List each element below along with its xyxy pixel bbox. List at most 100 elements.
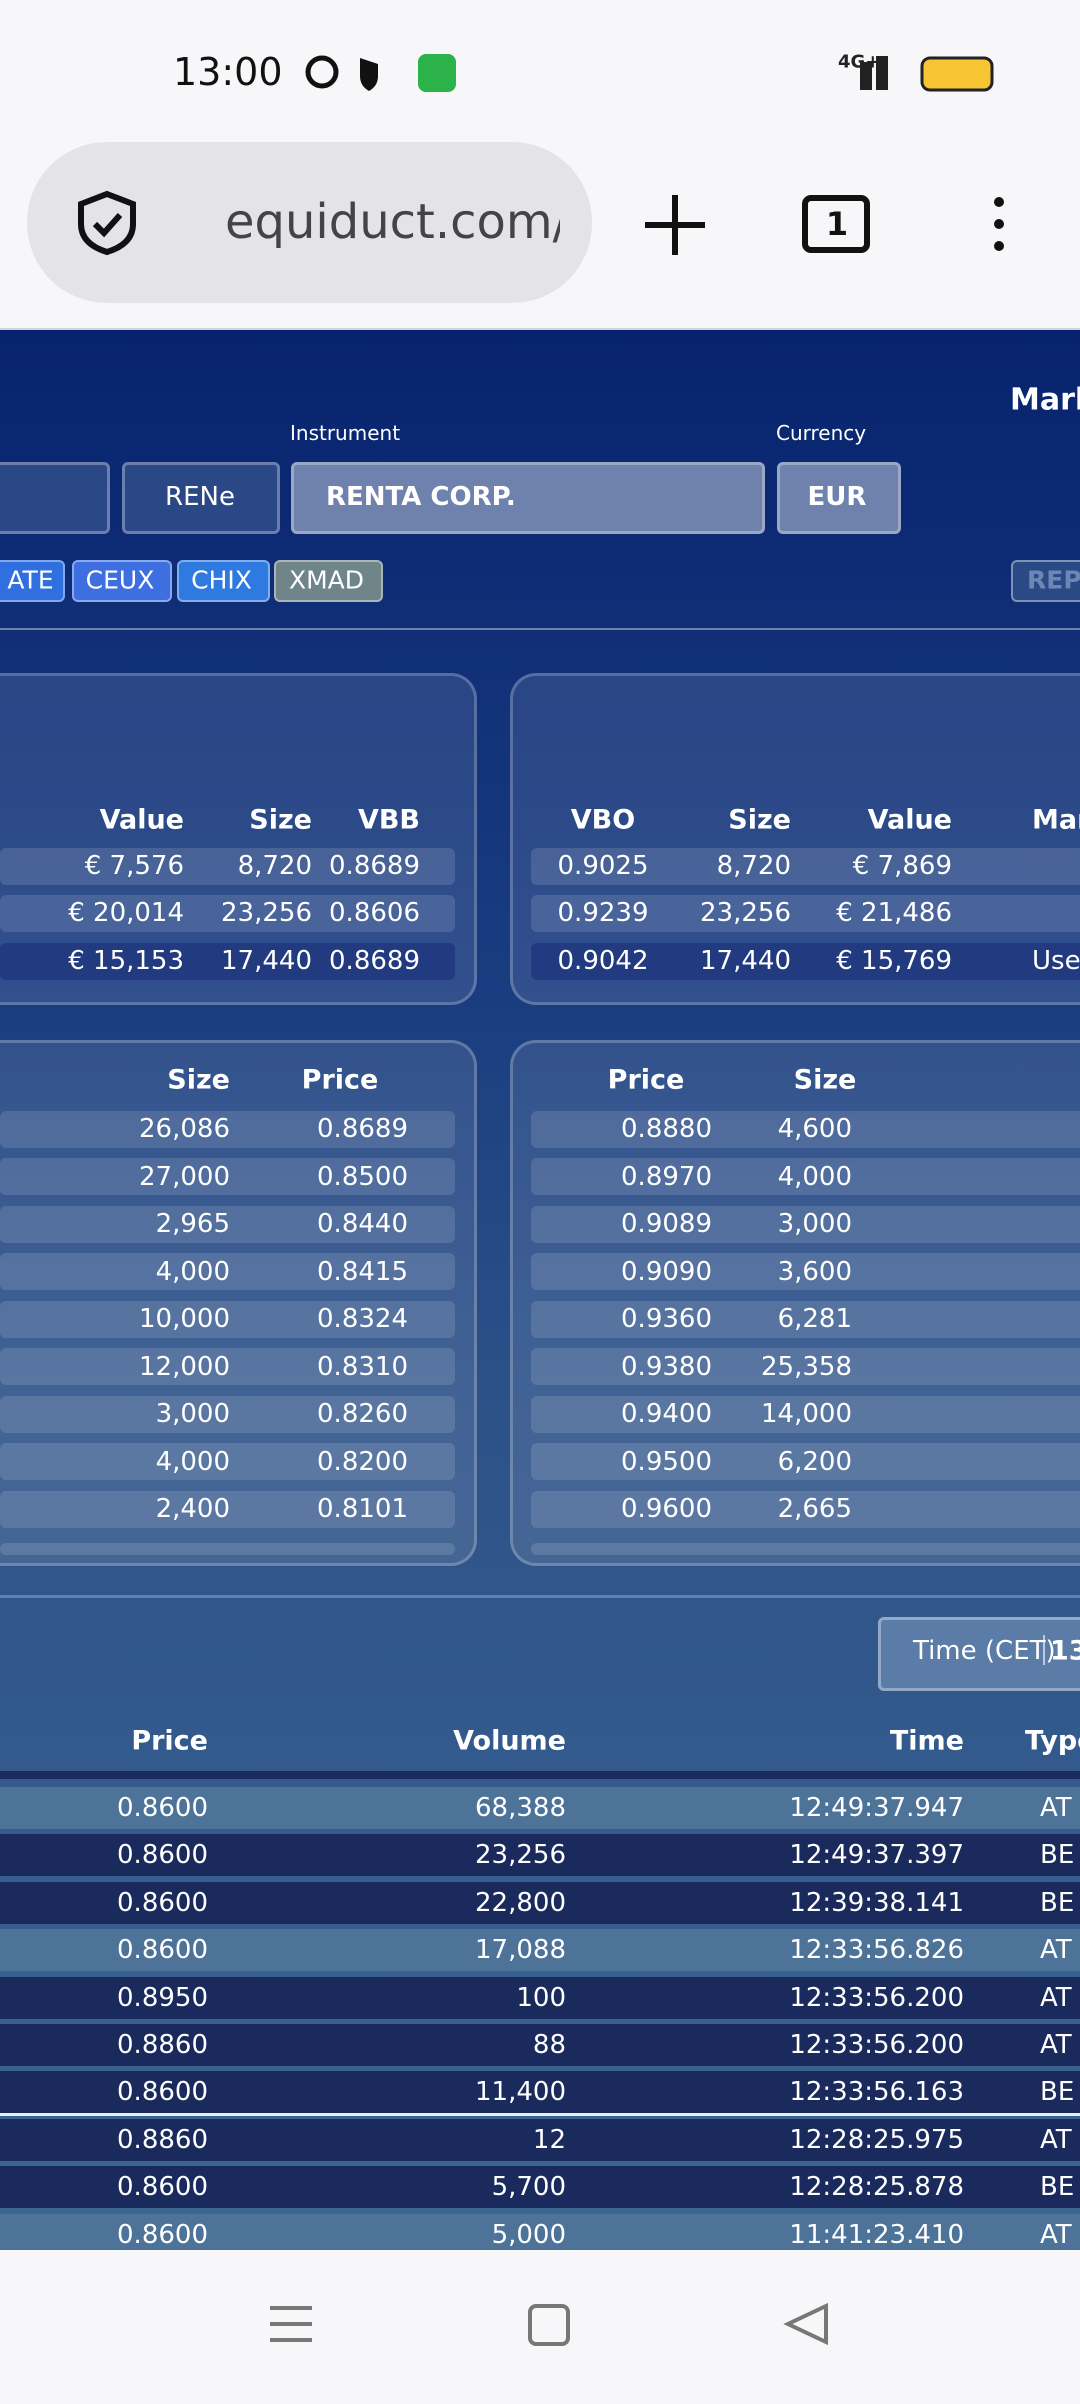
tag[interactable] bbox=[72, 560, 172, 602]
tag[interactable] bbox=[177, 560, 270, 602]
cell: 11:41:23.410 bbox=[789, 2219, 964, 2250]
cell: 12 bbox=[532, 2124, 566, 2155]
cell: 4,000 bbox=[777, 1161, 852, 1192]
cell: 0.8880 bbox=[621, 1114, 712, 1144]
tab-count: 1 bbox=[825, 205, 849, 243]
cell: 0.9089 bbox=[621, 1209, 712, 1239]
browser-icons bbox=[645, 195, 1004, 255]
row bbox=[531, 1205, 1080, 1243]
cell: 100 bbox=[516, 1982, 566, 2013]
cell: BE bbox=[1040, 2077, 1075, 2108]
field-value: RENTA CORP. bbox=[326, 482, 516, 512]
report-button[interactable] bbox=[1011, 560, 1080, 602]
cell: AT bbox=[1040, 2030, 1072, 2060]
row bbox=[0, 2118, 1080, 2161]
cell: 0.8606 bbox=[329, 898, 420, 928]
column-header: Mar bbox=[1032, 804, 1080, 836]
column-header: Time bbox=[889, 1725, 964, 1757]
row bbox=[0, 1348, 455, 1385]
tag[interactable] bbox=[274, 560, 383, 602]
url-bar[interactable] bbox=[27, 142, 592, 303]
shield-icon bbox=[78, 190, 136, 256]
cell: 10,000 bbox=[139, 1304, 230, 1334]
row bbox=[531, 847, 1080, 885]
input[interactable] bbox=[777, 462, 901, 534]
cell: 3,000 bbox=[777, 1209, 852, 1239]
row bbox=[0, 1929, 1080, 1972]
cell: 0.9239 bbox=[557, 898, 649, 928]
row bbox=[531, 1395, 1080, 1433]
cell: 0.8689 bbox=[329, 946, 420, 976]
cell: 0.9042 bbox=[557, 946, 649, 976]
cell: 12:49:37.397 bbox=[789, 1840, 964, 1871]
cell: BE bbox=[1040, 2172, 1075, 2203]
cell: 2,665 bbox=[777, 1494, 852, 1524]
cell: € 21,486 bbox=[836, 898, 952, 928]
cell: AT bbox=[1040, 1793, 1072, 1823]
row bbox=[0, 2166, 1080, 2209]
panel bbox=[0, 1040, 477, 1566]
column-header: Volume bbox=[453, 1725, 566, 1757]
divider bbox=[0, 628, 1080, 630]
column-header: VBB bbox=[357, 804, 420, 836]
row bbox=[531, 1300, 1080, 1338]
cell: AT bbox=[1040, 1935, 1072, 1966]
cell: 3,600 bbox=[777, 1256, 852, 1287]
cell: 12:49:37.947 bbox=[789, 1793, 964, 1823]
cell: 0.8860 bbox=[117, 2030, 208, 2060]
row bbox=[0, 1158, 455, 1195]
row bbox=[0, 1443, 455, 1480]
cell: 6,200 bbox=[777, 1446, 852, 1477]
cell: 0.9500 bbox=[621, 1446, 712, 1477]
cell: € 7,576 bbox=[84, 851, 184, 881]
label: Currency bbox=[776, 421, 867, 445]
cell: 4,600 bbox=[777, 1114, 852, 1144]
cell: 5,700 bbox=[491, 2172, 566, 2203]
input[interactable] bbox=[122, 462, 280, 534]
cell: 0.8689 bbox=[317, 1114, 408, 1144]
button-label: Time (CET) bbox=[913, 1636, 1056, 1666]
tag-label: XMAD bbox=[288, 565, 365, 595]
column-header: Size bbox=[728, 804, 791, 836]
button-value: 13 bbox=[1050, 1635, 1080, 1667]
cell: 12,000 bbox=[139, 1351, 230, 1382]
cell: € 20,014 bbox=[68, 898, 184, 928]
cell: 0.8860 bbox=[117, 2124, 208, 2155]
tag[interactable] bbox=[0, 560, 65, 602]
cell: 14,000 bbox=[761, 1399, 852, 1429]
url-text: equiduct.com/m bbox=[225, 194, 560, 250]
cell: 0.8415 bbox=[317, 1256, 408, 1287]
row bbox=[0, 1110, 455, 1148]
row bbox=[0, 1542, 455, 1555]
cell: AT bbox=[1040, 2219, 1072, 2250]
cell: 5,000 bbox=[491, 2219, 566, 2250]
column-header: Value bbox=[867, 804, 952, 836]
cell: 4,000 bbox=[155, 1256, 230, 1287]
column-header: Type bbox=[1025, 1725, 1080, 1757]
cell: 3,000 bbox=[155, 1399, 230, 1429]
column-header: Price bbox=[607, 1064, 685, 1096]
column-header: VBO bbox=[570, 804, 636, 836]
input[interactable] bbox=[0, 462, 110, 534]
nav-icons bbox=[270, 2302, 828, 2346]
cell: BE bbox=[1040, 1887, 1075, 1918]
row bbox=[0, 2071, 1080, 2117]
row bbox=[531, 1348, 1080, 1385]
button-label: REP bbox=[1027, 565, 1080, 595]
cell: Use bbox=[1032, 946, 1080, 976]
row bbox=[0, 1300, 455, 1338]
input[interactable] bbox=[291, 462, 765, 534]
time-button[interactable] bbox=[878, 1617, 1080, 1691]
cell: 0.9380 bbox=[621, 1351, 712, 1382]
cell: 0.8101 bbox=[317, 1494, 408, 1524]
cell: € 7,869 bbox=[852, 851, 952, 881]
row bbox=[0, 1205, 455, 1243]
cell: 11,400 bbox=[475, 2077, 566, 2108]
cell: 12:33:56.200 bbox=[789, 1982, 964, 2013]
row bbox=[531, 1490, 1080, 1528]
cell: 12:28:25.878 bbox=[789, 2172, 964, 2203]
row bbox=[0, 1834, 1080, 1877]
cell: 12:33:56.826 bbox=[789, 1935, 964, 1966]
row bbox=[0, 2024, 1080, 2066]
